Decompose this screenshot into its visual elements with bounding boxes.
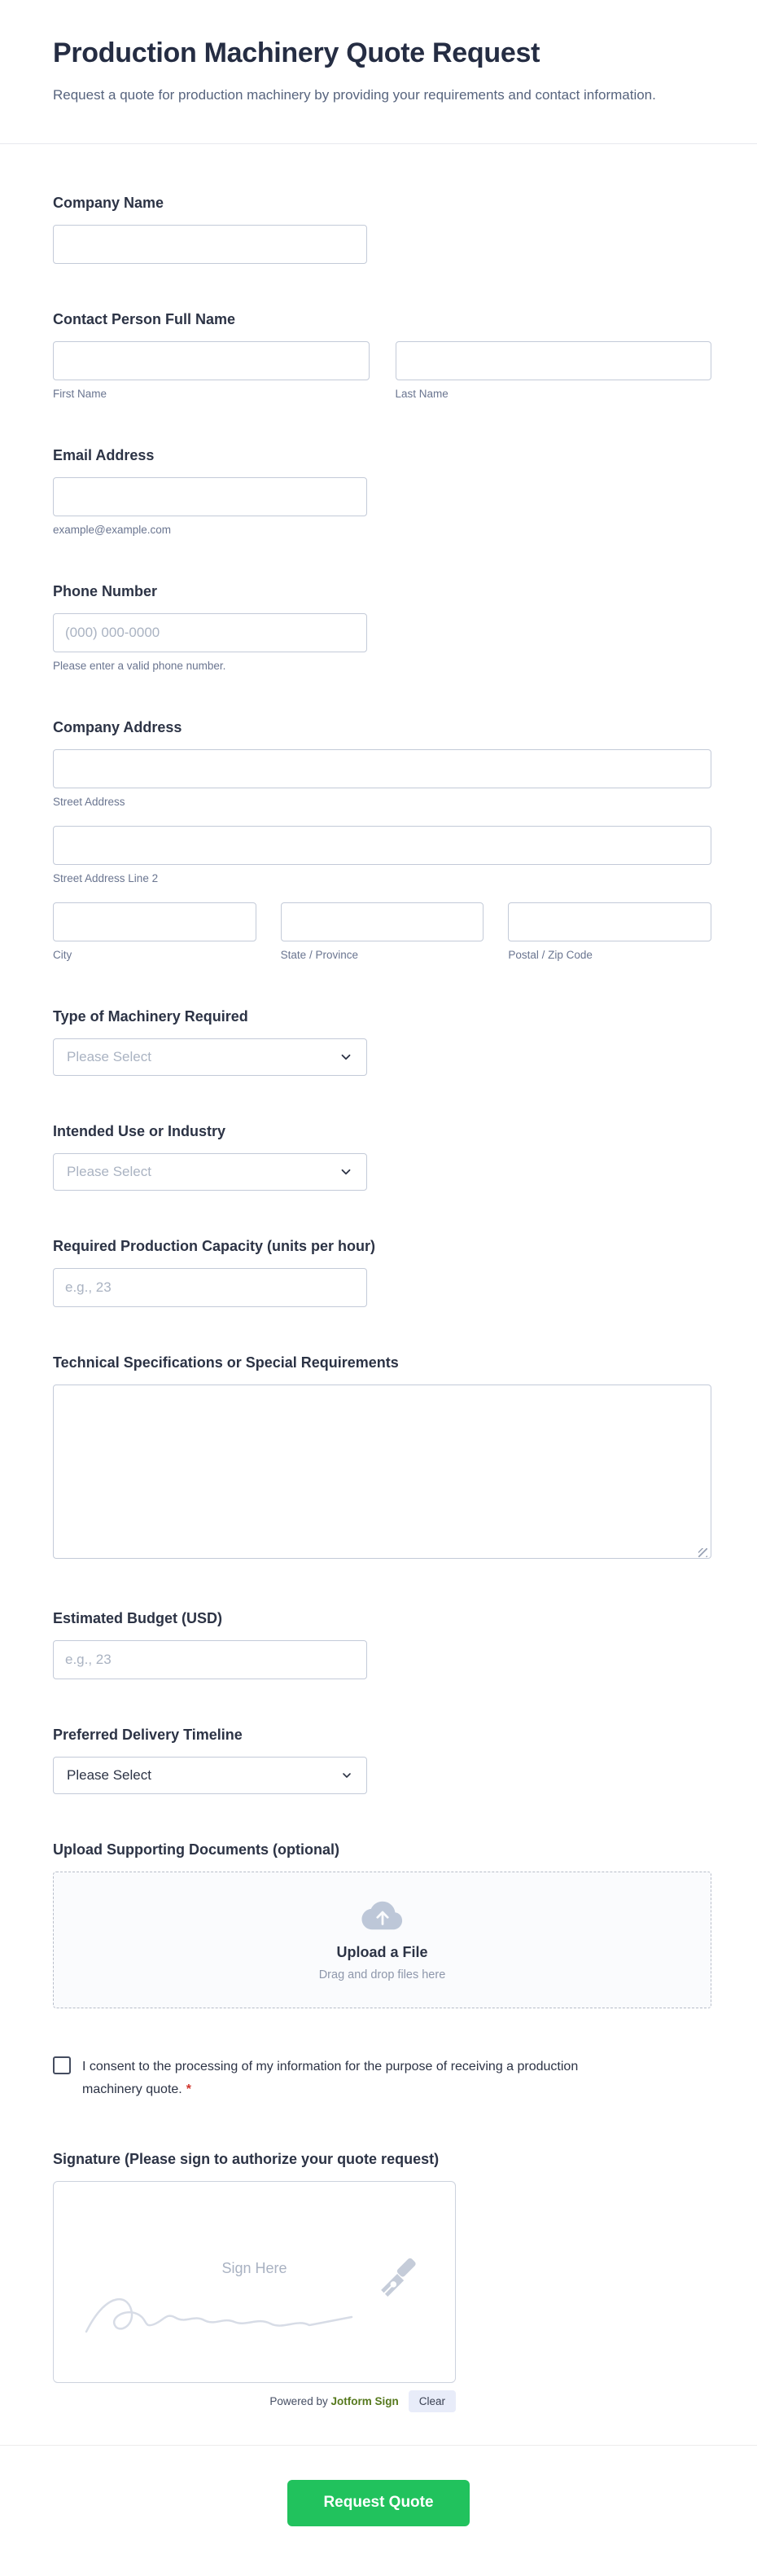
- required-asterisk: *: [186, 2082, 191, 2096]
- powered-by-text: Powered by Jotform Sign: [269, 2395, 398, 2407]
- phone-sublabel: Please enter a valid phone number.: [53, 660, 226, 673]
- upload-hint: Drag and drop files here: [318, 1968, 446, 1982]
- field-industry: Intended Use or Industry Please Select: [53, 1123, 711, 1191]
- field-budget: Estimated Budget (USD): [53, 1610, 711, 1680]
- machinery-type-select[interactable]: Please Select: [53, 1038, 367, 1077]
- field-upload: Upload Supporting Documents (optional) U…: [53, 1841, 711, 2009]
- delivery-label: Preferred Delivery Timeline: [53, 1727, 243, 1744]
- page-subtitle: Request a quote for production machinery…: [53, 87, 656, 103]
- phone-input[interactable]: [53, 613, 367, 653]
- field-capacity: Required Production Capacity (units per …: [53, 1238, 711, 1308]
- field-phone: Phone Number Please enter a valid phone …: [53, 583, 711, 672]
- street-address2-input[interactable]: [53, 826, 711, 866]
- delivery-select[interactable]: Please Select: [53, 1757, 367, 1795]
- industry-label: Intended Use or Industry: [53, 1123, 226, 1140]
- street-address-sublabel: Street Address: [53, 796, 125, 809]
- form-footer: Request Quote: [0, 2444, 757, 2567]
- contact-name-label: Contact Person Full Name: [53, 311, 236, 328]
- last-name-sublabel: Last Name: [395, 388, 449, 401]
- capacity-label: Required Production Capacity (units per …: [53, 1238, 376, 1255]
- field-consent: I consent to the processing of my inform…: [53, 2056, 711, 2100]
- email-input[interactable]: [53, 477, 367, 517]
- chevron-down-icon: [343, 1773, 351, 1779]
- upload-dropzone[interactable]: Upload a File Drag and drop files here: [53, 1872, 711, 2009]
- field-company-name: Company Name: [53, 195, 711, 265]
- upload-file-button[interactable]: Upload a File: [336, 1944, 428, 1961]
- phone-label: Phone Number: [53, 583, 158, 600]
- tech-specs-label: Technical Specifications or Special Requ…: [53, 1354, 399, 1371]
- signature-squiggle-icon: [85, 2297, 353, 2333]
- company-name-input[interactable]: [53, 225, 367, 265]
- machinery-type-value: Please Select: [67, 1049, 151, 1065]
- request-quote-button[interactable]: Request Quote: [287, 2479, 470, 2526]
- field-delivery: Preferred Delivery Timeline Please Selec…: [53, 1727, 711, 1795]
- last-name-input[interactable]: [395, 341, 711, 381]
- page-title: Production Machinery Quote Request: [53, 37, 540, 68]
- chevron-down-icon: [341, 1170, 351, 1175]
- sign-here-placeholder: Sign Here: [221, 2259, 287, 2276]
- company-name-label: Company Name: [53, 195, 164, 212]
- email-label: Email Address: [53, 447, 155, 464]
- first-name-input[interactable]: [53, 341, 370, 381]
- signature-label: Signature (Please sign to authorize your…: [53, 2150, 440, 2167]
- delivery-value: Please Select: [67, 1767, 151, 1784]
- state-sublabel: State / Province: [280, 949, 358, 962]
- clear-signature-button[interactable]: Clear: [408, 2389, 456, 2412]
- field-signature: Signature (Please sign to authorize your…: [53, 2151, 711, 2412]
- email-sublabel: example@example.com: [53, 524, 172, 537]
- jotform-sign-brand: Jotform Sign: [330, 2394, 399, 2407]
- field-machinery-type: Type of Machinery Required Please Select: [53, 1008, 711, 1077]
- postal-input[interactable]: [508, 902, 712, 942]
- consent-checkbox[interactable]: [53, 2056, 71, 2075]
- street-address2-sublabel: Street Address Line 2: [53, 872, 159, 885]
- signature-footer: Powered by Jotform Sign Clear: [53, 2389, 456, 2412]
- industry-value: Please Select: [67, 1164, 151, 1180]
- first-name-sublabel: First Name: [53, 388, 107, 401]
- city-input[interactable]: [53, 902, 256, 942]
- state-input[interactable]: [280, 902, 484, 942]
- field-contact-name: Contact Person Full Name First Name Last…: [53, 311, 711, 400]
- industry-select[interactable]: Please Select: [53, 1153, 367, 1191]
- form-header: Production Machinery Quote Request Reque…: [0, 0, 757, 145]
- capacity-input[interactable]: [53, 1268, 367, 1308]
- chevron-down-icon: [341, 1055, 351, 1060]
- budget-label: Estimated Budget (USD): [53, 1610, 223, 1627]
- form-body: Company Name Contact Person Full Name Fi…: [0, 144, 757, 2412]
- street-address-input[interactable]: [53, 749, 711, 789]
- machinery-type-label: Type of Machinery Required: [53, 1008, 248, 1025]
- consent-text: I consent to the processing of my inform…: [82, 2056, 579, 2100]
- tech-specs-textarea[interactable]: [53, 1385, 711, 1560]
- upload-cloud-icon: [361, 1902, 402, 1930]
- signature-pad[interactable]: Sign Here: [53, 2180, 456, 2383]
- powered-by-label: Powered by: [269, 2394, 328, 2407]
- consent-text-body: I consent to the processing of my inform…: [82, 2060, 579, 2096]
- city-sublabel: City: [53, 949, 72, 962]
- postal-sublabel: Postal / Zip Code: [508, 949, 593, 962]
- upload-label: Upload Supporting Documents (optional): [53, 1841, 339, 1858]
- field-tech-specs: Technical Specifications or Special Requ…: [53, 1354, 711, 1563]
- field-address: Company Address Street Address Street Ad…: [53, 719, 712, 962]
- field-email: Email Address example@example.com: [53, 447, 711, 536]
- budget-input[interactable]: [53, 1640, 367, 1680]
- address-label: Company Address: [53, 719, 182, 736]
